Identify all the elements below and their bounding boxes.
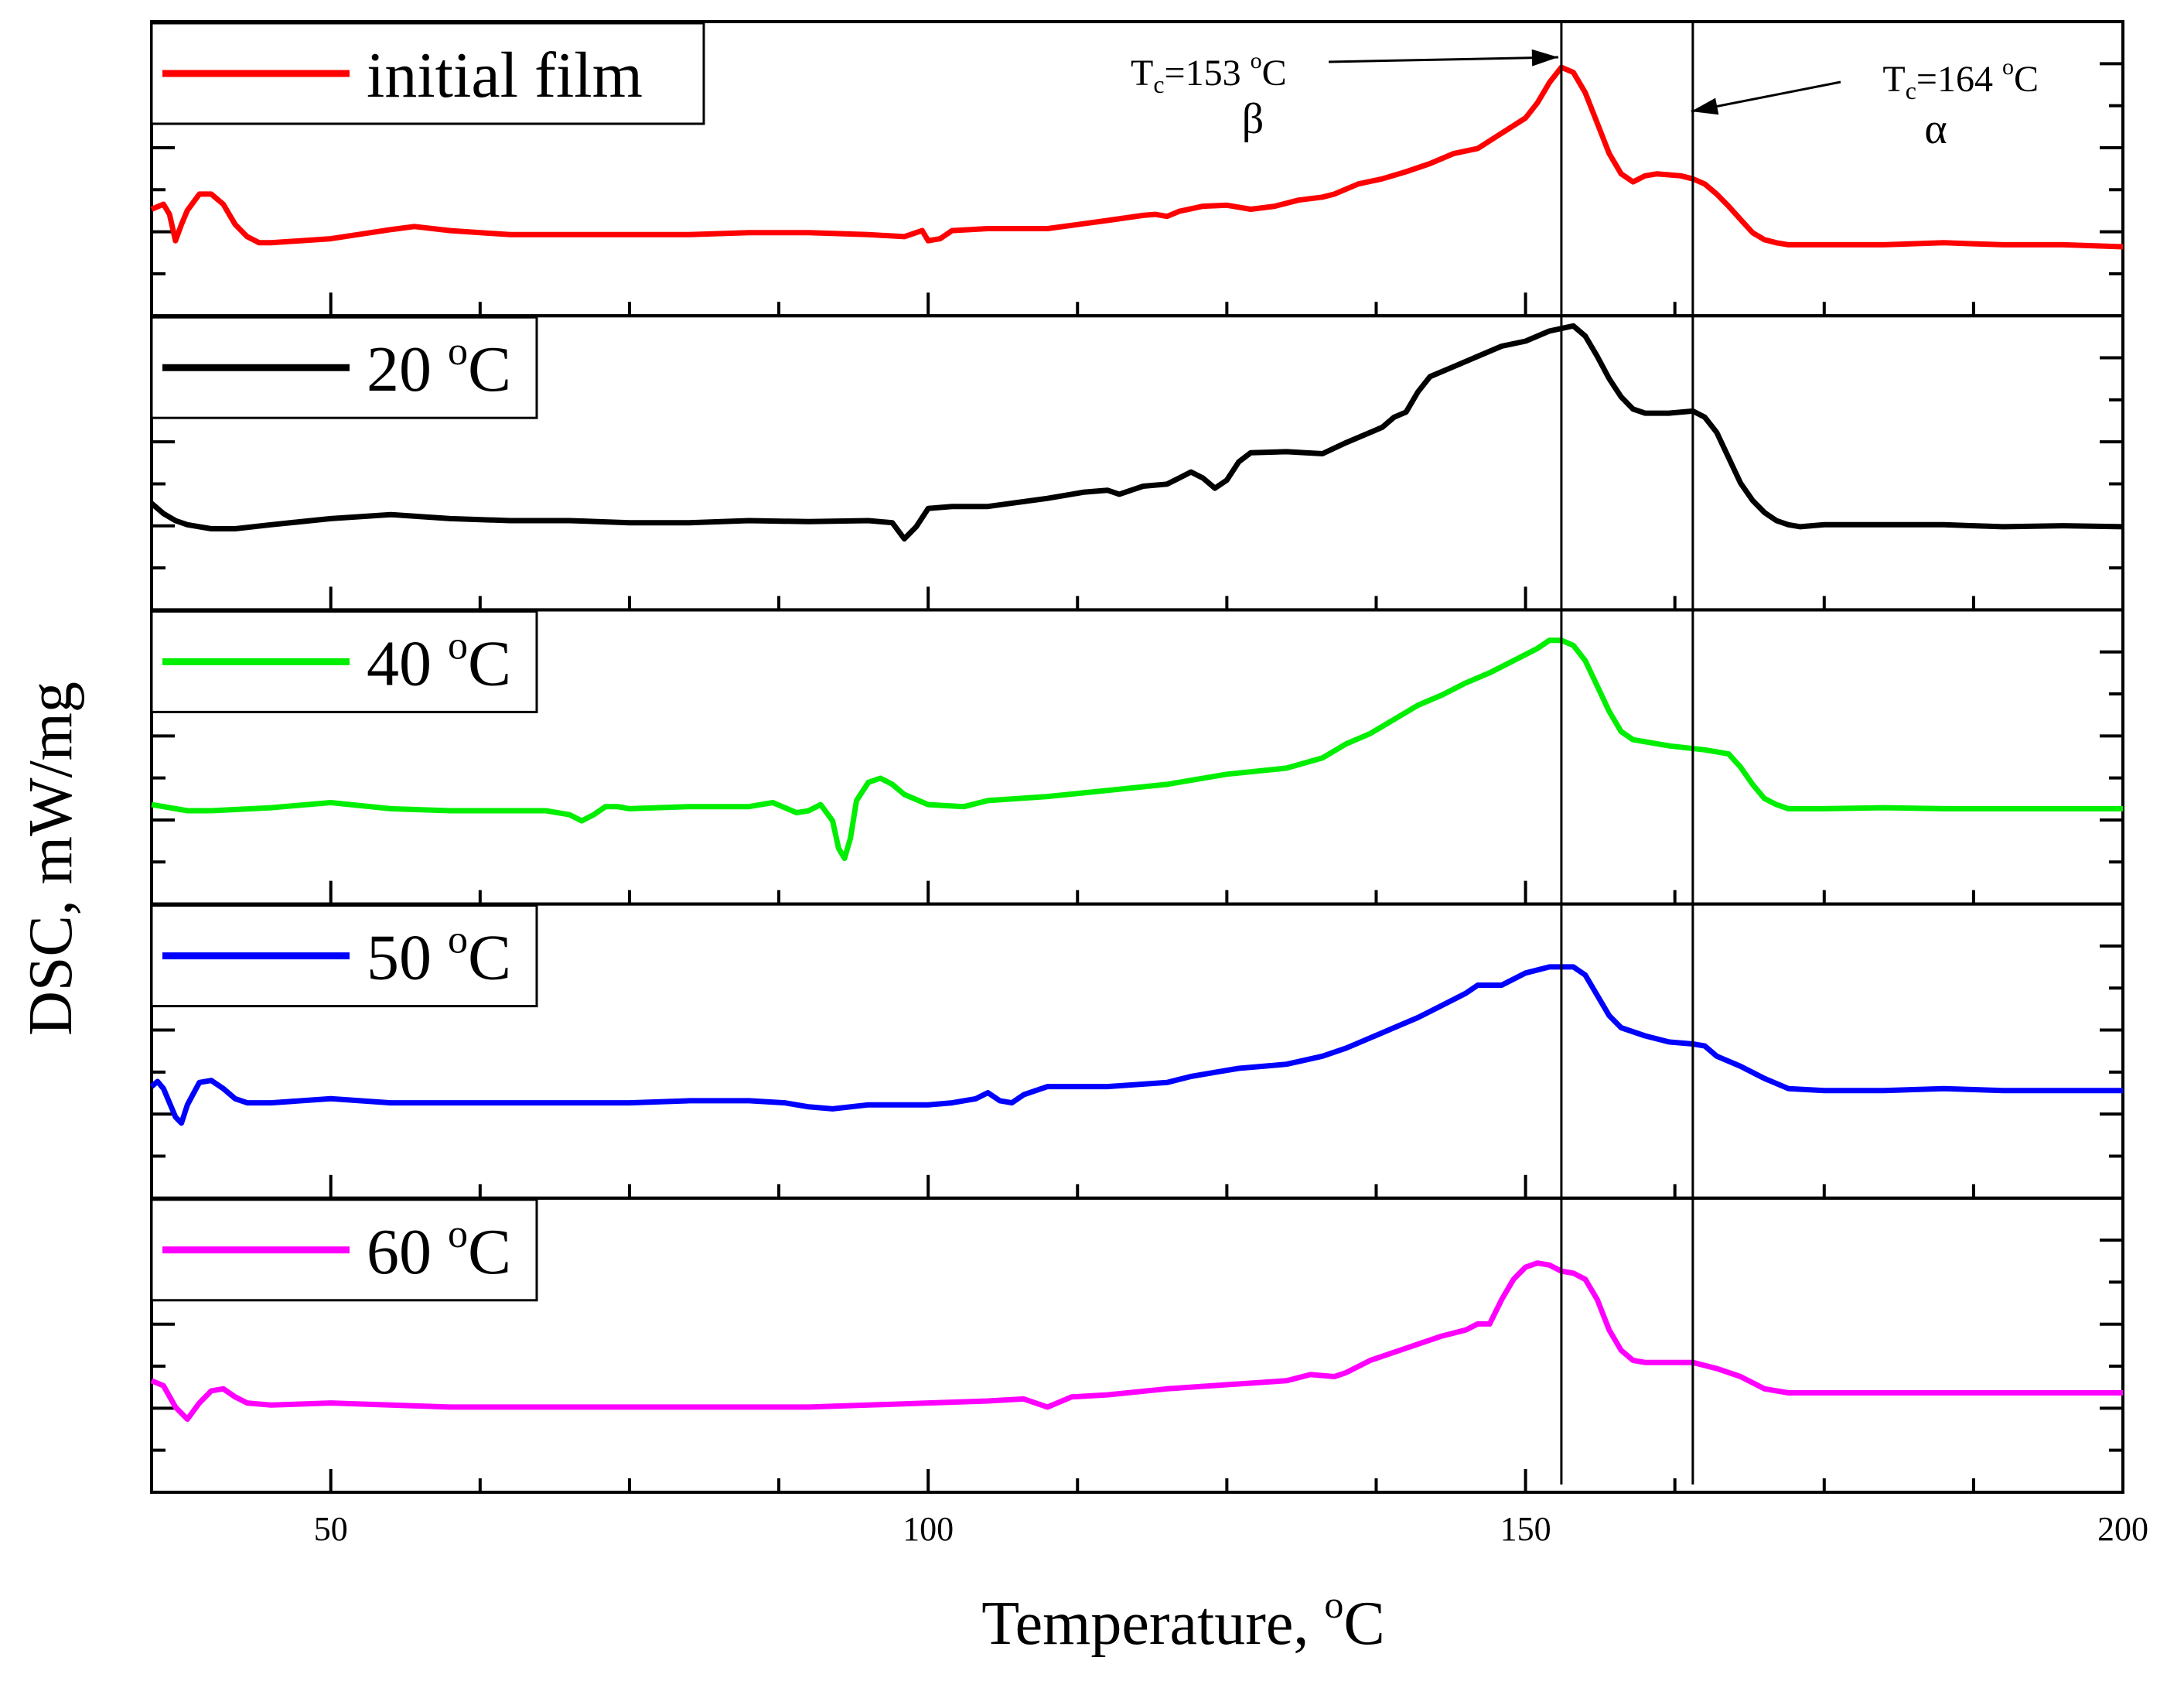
legend-box — [150, 22, 705, 125]
panel-1: initial film — [150, 20, 2124, 318]
legend-label: 60 oC — [367, 1212, 511, 1288]
legend-degree: o — [448, 624, 468, 668]
panel-3: 40 oC — [150, 608, 2124, 906]
x-axis-title: Temperature, oC — [981, 1583, 1384, 1658]
x-tick-label: 200 — [2097, 1510, 2148, 1548]
legend-degree: o — [448, 330, 468, 374]
series-line-3 — [151, 637, 2123, 862]
annotation-beta: β — [1242, 95, 1264, 143]
legend-label-main: initial film — [367, 39, 643, 111]
panel-frame — [150, 1196, 2124, 1495]
legend-label: 40 oC — [367, 624, 511, 699]
legend-unit: C — [468, 922, 511, 994]
legend-label-main: 50 — [367, 922, 448, 994]
series-line-2 — [149, 323, 2124, 542]
annotation-tc164-label: Tc=164 oC — [1882, 54, 2039, 104]
vertical-lines — [1560, 22, 1694, 1485]
legend-label: 50 oC — [367, 918, 511, 994]
legend-label: initial film — [367, 39, 643, 111]
annotation-tc153-label: Tc=153 oC — [1131, 48, 1287, 98]
annotation-alpha: α — [1924, 105, 1947, 153]
panel-5: 60 oC — [150, 1196, 2124, 1495]
legend-label-main: 60 — [367, 1216, 448, 1288]
legend-unit: C — [468, 1216, 511, 1288]
legend-degree: o — [448, 1212, 468, 1256]
x-axis: 50 100 150 200 — [314, 1510, 2148, 1548]
series-line-5 — [150, 1260, 2123, 1423]
annotation-arrow-153-head — [1531, 49, 1558, 67]
legend-degree: o — [448, 918, 468, 962]
annotation-arrow-153 — [1328, 56, 1558, 63]
annotation-arrow-164-head — [1691, 97, 1719, 115]
x-axis-title-degree: o — [1324, 1583, 1343, 1626]
x-tick-label: 150 — [1500, 1510, 1551, 1548]
legend-unit: C — [468, 627, 511, 699]
series-line-1 — [150, 64, 2124, 250]
panel-4: 50 oC — [149, 902, 2124, 1200]
legend-label-main: 20 — [367, 333, 448, 405]
x-tick-label: 100 — [903, 1510, 954, 1548]
y-axis-title: DSC, mW/mg — [17, 682, 85, 1036]
legend-label: 20 oC — [367, 330, 511, 405]
annotations: Tc=153 oCβ Tc=164 oCα — [1131, 48, 2039, 153]
panel-2: 20 oC — [149, 314, 2124, 612]
x-tick-label: 50 — [314, 1510, 348, 1548]
legend-unit: C — [468, 333, 511, 405]
series-line-4 — [149, 964, 2123, 1126]
legend-label-main: 40 — [367, 627, 448, 699]
